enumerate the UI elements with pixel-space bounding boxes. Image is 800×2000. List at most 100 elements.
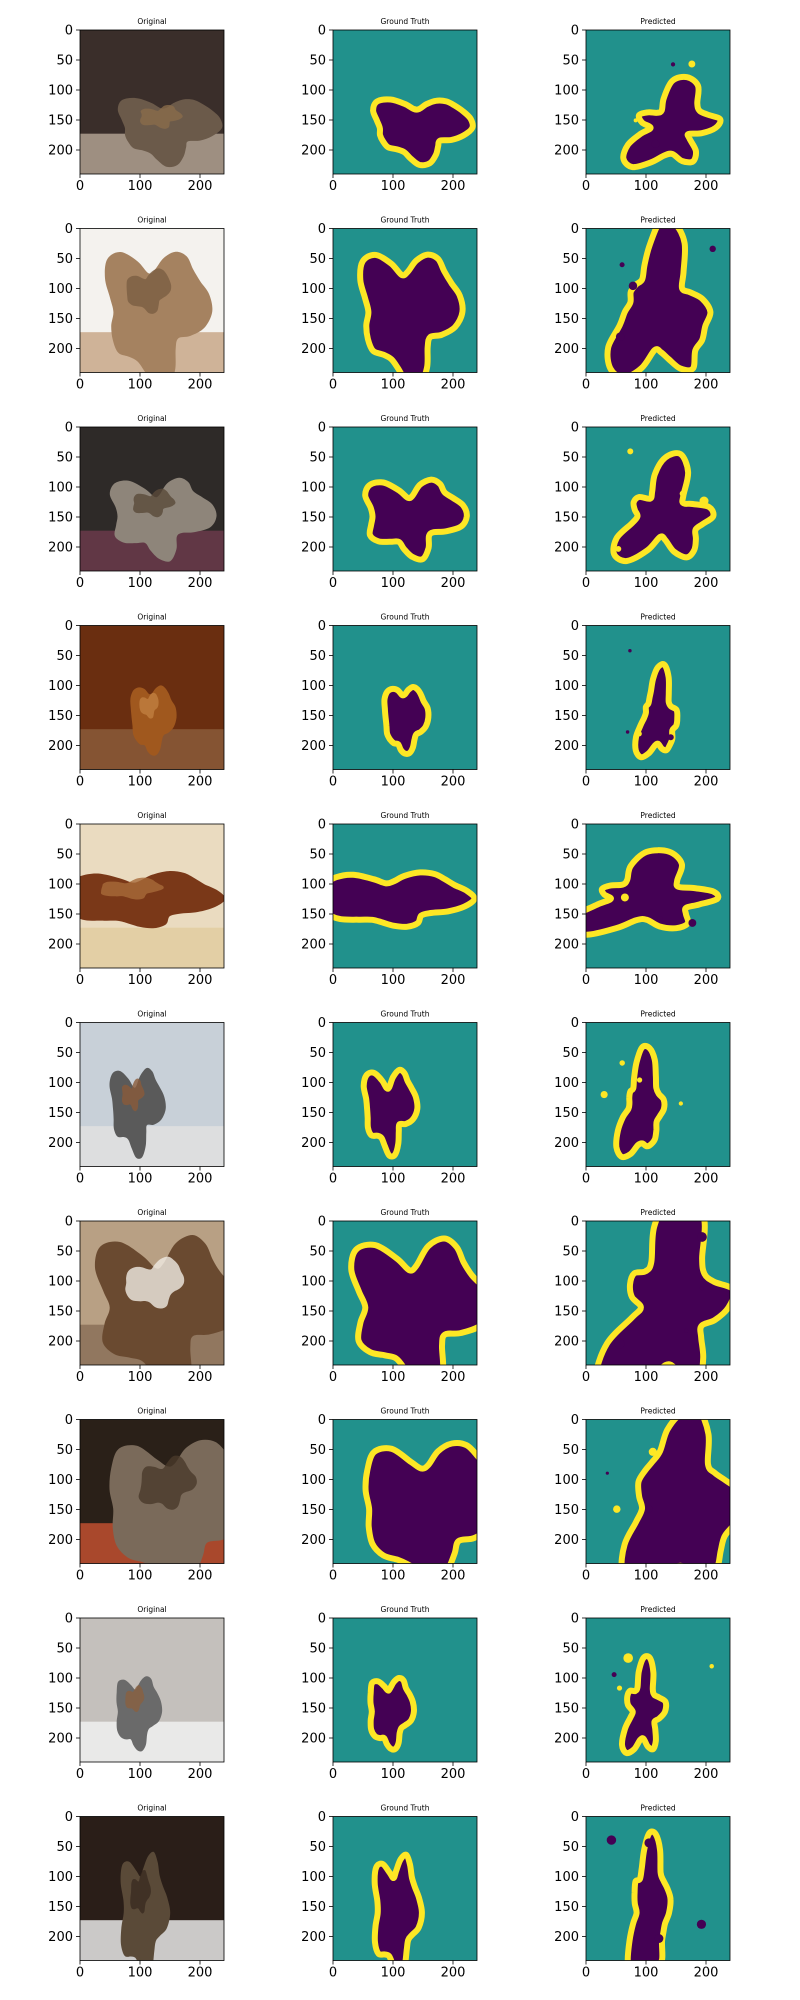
y-tick-label: 100 [554,878,579,893]
photo-subject-head [139,692,159,719]
x-tick-label: 100 [381,576,406,591]
y-tick-label: 100 [301,481,326,496]
y-tick-label: 0 [318,1215,326,1230]
x-tick-label: 100 [634,973,659,988]
panel-row10-ground-truth: 0 100 200 0 50 100 150 200 Ground Truth [301,1804,478,1981]
panel-row4-ground-truth: 0 100 200 0 50 100 150 200 Ground Truth [301,613,478,790]
panel-row4-original: 0 100 200 0 50 100 150 200 Original [48,613,225,790]
y-tick-label: 200 [48,1136,73,1151]
panel-row2-original: 0 100 200 0 50 100 150 200 Original [48,216,225,393]
y-tick-label: 150 [301,908,326,923]
mask-object [362,476,470,563]
panel-title: Original [137,1407,166,1416]
x-tick-label: 0 [582,576,590,591]
y-tick-label: 200 [48,938,73,953]
y-tick-label: 150 [554,511,579,526]
x-tick-label: 200 [694,179,719,194]
x-tick-label: 100 [381,378,406,393]
x-tick-label: 100 [128,973,153,988]
y-tick-label: 100 [301,1473,326,1488]
axes-frame [585,29,731,175]
y-tick-label: 200 [301,1533,326,1548]
panel-row8-ground-truth: 0 100 200 0 50 100 150 200 Ground Truth [301,1407,478,1584]
y-tick-label: 50 [56,451,73,466]
x-tick-label: 100 [128,1966,153,1981]
prediction-speck [667,734,674,741]
axes-frame [585,1419,731,1564]
photo-subject-head [133,488,176,518]
panel-row10-original: 0 100 200 0 50 100 150 200 Original [48,1804,225,1981]
photo-floor [80,1126,224,1167]
x-tick-label: 100 [634,179,659,194]
y-tick-label: 100 [554,481,579,496]
prediction-speck [628,281,638,291]
mask-object [618,1653,670,1757]
y-tick-label: 200 [48,144,73,159]
y-tick-label: 200 [301,1335,326,1350]
y-tick-label: 0 [65,222,73,237]
y-tick-label: 100 [48,878,73,893]
photo-subject-head [126,268,172,314]
y-tick-label: 100 [48,1672,73,1687]
panel-row3-original: 0 100 200 0 50 100 150 200 Original [48,414,225,591]
y-tick-label: 200 [301,144,326,159]
y-tick-label: 150 [301,114,326,129]
x-tick-label: 0 [76,179,84,194]
y-tick-label: 100 [301,679,326,694]
panel-row9-original: 0 100 200 0 50 100 150 200 Original [48,1605,225,1782]
x-tick-label: 100 [634,1966,659,1981]
mask-object [618,1419,730,1564]
prediction-speck [615,545,622,552]
prediction-speck [679,490,686,497]
y-tick-label: 100 [554,1473,579,1488]
x-tick-label: 0 [582,1767,590,1782]
x-tick-label: 0 [76,378,84,393]
axes-frame [79,1816,225,1961]
y-tick-label: 0 [571,1215,579,1230]
y-tick-label: 200 [301,1930,326,1945]
y-tick-label: 150 [554,1106,579,1121]
y-tick-label: 50 [562,252,579,267]
panel-row7-original: 0 100 200 0 50 100 150 200 Original [48,1208,225,1385]
x-tick-label: 100 [634,1569,659,1584]
panel-title: Original [137,1804,166,1813]
prediction-speck [616,1685,623,1691]
panel-row1-ground-truth: 0 100 200 0 50 100 150 200 Ground Truth [301,17,478,194]
y-tick-label: 0 [65,1810,73,1825]
y-tick-label: 100 [554,1275,579,1290]
axes-frame [585,426,731,572]
y-tick-label: 50 [309,1245,326,1260]
prediction-speck [688,919,697,927]
prediction-speck [625,730,630,734]
x-tick-label: 0 [76,775,84,790]
panel-title: Original [137,1010,166,1019]
y-tick-label: 150 [48,709,73,724]
photo-subject-head [130,1869,151,1914]
x-tick-label: 200 [441,576,466,591]
y-tick-label: 50 [562,1046,579,1061]
y-tick-label: 0 [65,818,73,833]
y-tick-label: 0 [571,619,579,634]
panel-row6-original: 0 100 200 0 50 100 150 200 Original [48,1010,225,1187]
axes-frame [79,228,225,373]
y-tick-label: 150 [554,312,579,327]
axes-frame [585,228,731,373]
prediction-speck [619,262,625,268]
x-tick-label: 0 [76,973,84,988]
photo-subject-head [138,1455,197,1510]
y-tick-label: 0 [571,24,579,39]
y-tick-label: 200 [301,342,326,357]
mask-object [613,1042,668,1161]
y-tick-label: 50 [309,252,326,267]
y-tick-label: 200 [554,342,579,357]
axes-frame [585,1816,731,1961]
photo-subject-head [125,1685,145,1713]
prediction-speck [620,893,629,902]
panel-row10-predicted: 0 100 200 0 50 100 150 200 Predicted [554,1804,731,1981]
y-tick-label: 50 [309,649,326,664]
x-tick-label: 100 [128,1767,153,1782]
y-tick-label: 100 [301,1870,326,1885]
y-tick-label: 100 [301,282,326,297]
y-tick-label: 200 [554,739,579,754]
x-tick-label: 0 [76,1370,84,1385]
